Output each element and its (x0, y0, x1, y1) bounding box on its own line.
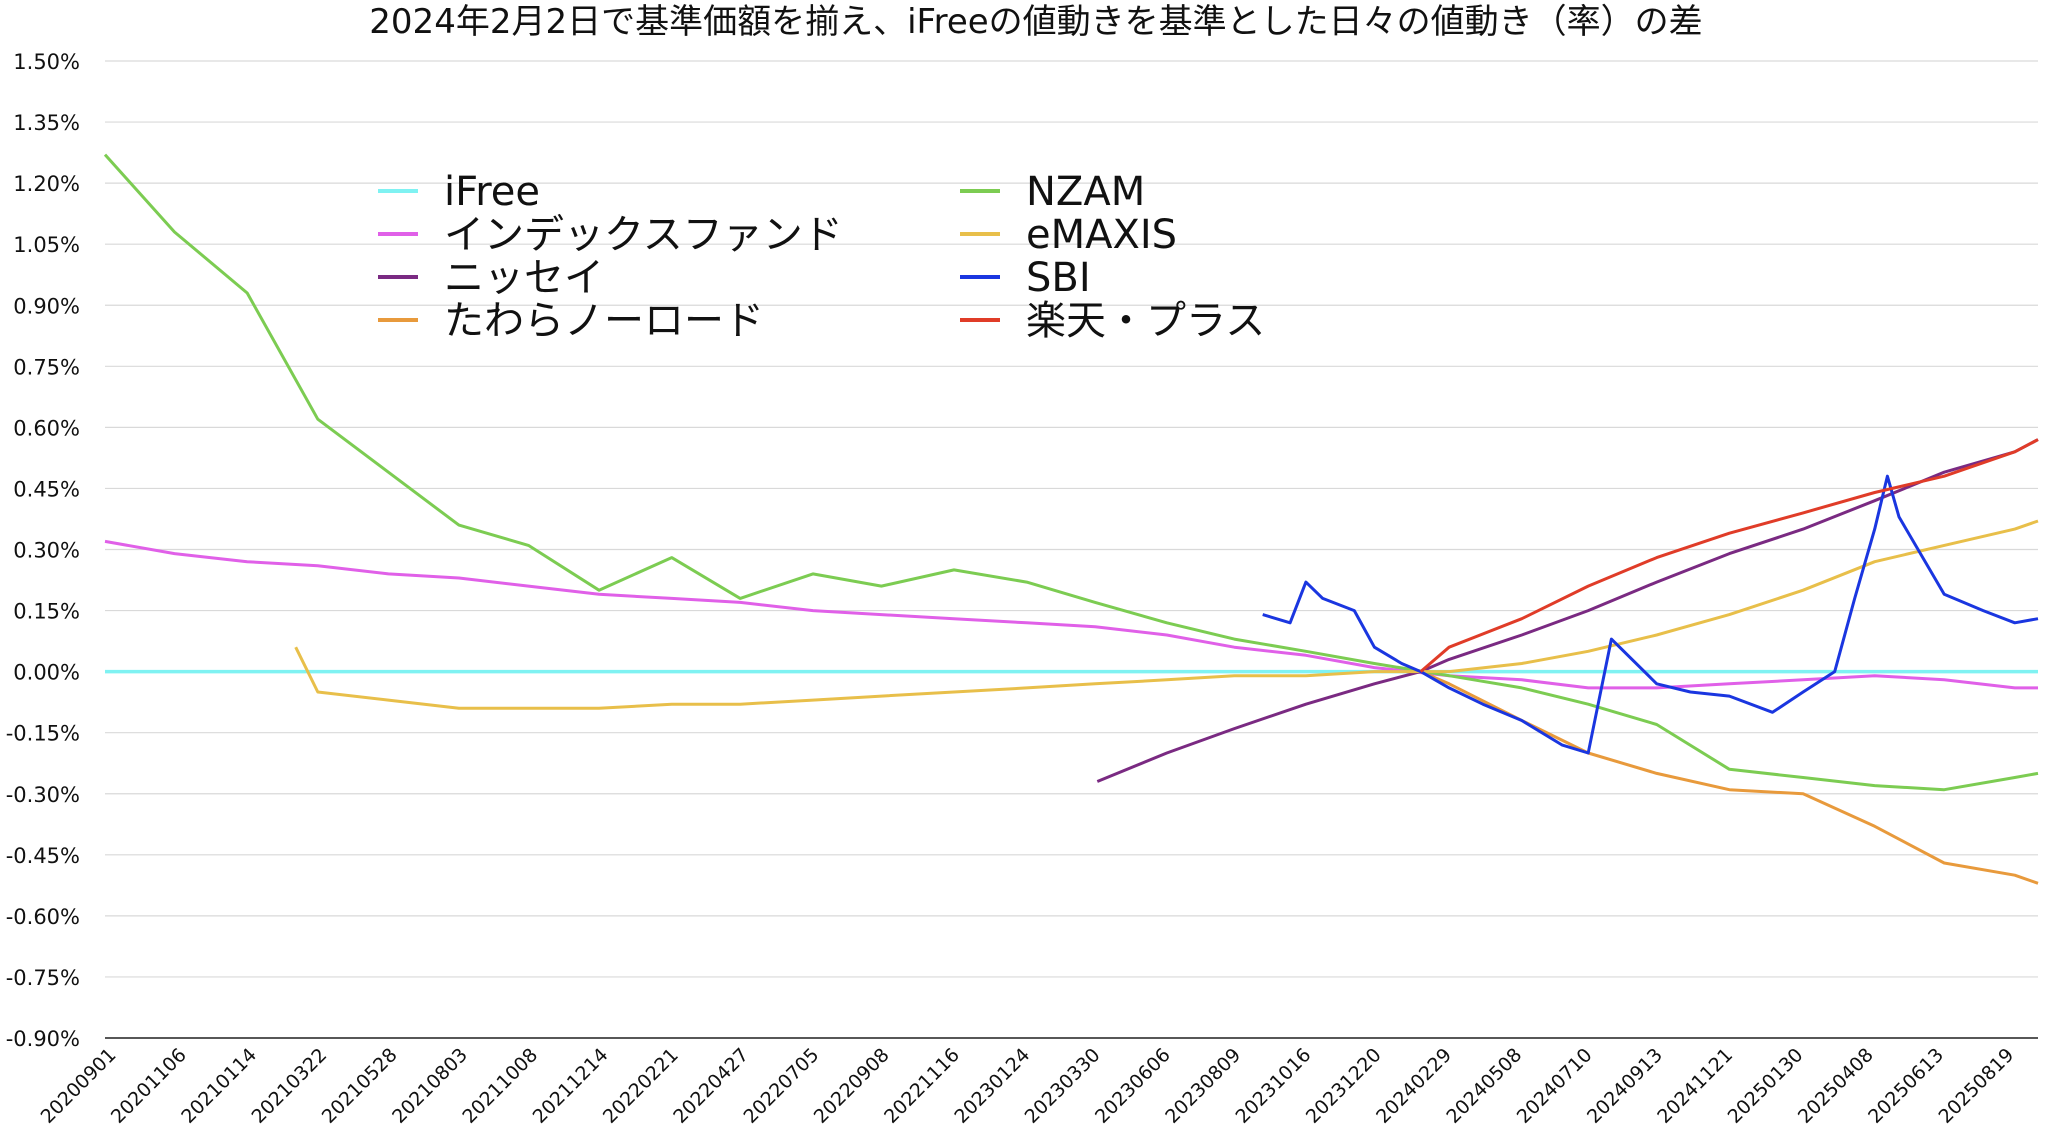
y-tick-label: 1.20% (13, 172, 80, 196)
x-tick-label: 20241121 (1653, 1044, 1737, 1128)
y-tick-label: 0.90% (13, 294, 80, 318)
x-tick-label: 20240508 (1442, 1044, 1526, 1128)
series-line (104, 539, 2038, 690)
series-line (294, 519, 2039, 710)
x-tick-label: 20231016 (1232, 1044, 1316, 1128)
x-tick-label: 20240913 (1583, 1044, 1667, 1128)
x-tick-label: 20250408 (1794, 1044, 1878, 1128)
y-tick-label: -0.15% (6, 722, 80, 746)
x-tick-label: 20220221 (599, 1044, 683, 1128)
x-tick-label: 20231220 (1302, 1044, 1386, 1128)
series-line (1420, 670, 2039, 885)
x-tick-label: 20211214 (529, 1044, 613, 1128)
y-tick-label: 0.60% (13, 416, 80, 440)
legend-label: iFree (444, 169, 540, 215)
x-tick-label: 20211008 (458, 1044, 542, 1128)
series-line (103, 153, 2039, 792)
x-tick-label: 20220908 (810, 1044, 894, 1128)
x-tick-label: 20230606 (1091, 1044, 1175, 1128)
x-tick-label: 20230124 (950, 1044, 1034, 1128)
x-tick-label: 20220705 (739, 1044, 823, 1128)
legend-label: ニッセイ (444, 255, 604, 301)
series-line (1262, 474, 2039, 755)
x-tick-label: 20210528 (318, 1044, 402, 1128)
series-line (1419, 438, 2039, 673)
x-tick-label: 20250819 (1934, 1044, 2018, 1128)
x-tick-label: 20230330 (1021, 1044, 1105, 1128)
y-tick-label: 0.15% (13, 600, 80, 624)
x-tick-label: 20250613 (1864, 1044, 1948, 1128)
series-line (1096, 438, 2039, 783)
plot-area (103, 153, 2039, 885)
x-tick-label: 20200901 (37, 1044, 121, 1128)
x-tick-label: 20210322 (247, 1044, 331, 1128)
x-tick-label: 20210114 (177, 1044, 261, 1128)
x-tick-label: 20240710 (1513, 1044, 1597, 1128)
legend-label: たわらノーロード (444, 298, 764, 344)
y-tick-label: -0.30% (6, 783, 80, 807)
y-axis: 1.50% 1.35% 1.20% 1.05% 0.90% 0.75% 0.60% 0.45%… (6, 50, 80, 1051)
legend-label: インデックスファンド (444, 212, 843, 258)
y-tick-label: 0.00% (13, 661, 80, 685)
x-axis: 2020090120201106202101142021032220210528… (37, 1037, 2038, 1128)
y-tick-label: -0.60% (6, 905, 80, 929)
y-tick-label: 0.75% (13, 355, 80, 379)
chart-title: 2024年2月2日で基準価額を揃え、iFreeの値動きを基準とした日々の値動き（… (369, 2, 1702, 42)
x-tick-label: 20221116 (880, 1044, 964, 1128)
legend-label: SBI (1026, 255, 1091, 301)
legend-label: 楽天・プラス (1026, 298, 1265, 344)
y-tick-label: 1.35% (13, 111, 80, 135)
legend-label: eMAXIS (1026, 212, 1177, 258)
x-tick-label: 20240229 (1372, 1044, 1456, 1128)
legend-label: NZAM (1026, 169, 1145, 215)
x-tick-label: 20250130 (1724, 1044, 1808, 1128)
y-tick-label: -0.90% (6, 1027, 80, 1051)
y-tick-label: 1.05% (13, 233, 80, 257)
y-tick-label: 0.30% (13, 539, 80, 563)
x-tick-label: 20220427 (669, 1044, 753, 1128)
y-tick-label: -0.75% (6, 966, 80, 990)
y-tick-label: 0.45% (13, 477, 80, 501)
x-tick-label: 20230809 (1161, 1044, 1245, 1128)
y-tick-label: -0.45% (6, 844, 80, 868)
y-tick-label: 1.50% (13, 50, 80, 74)
x-tick-label: 20201106 (107, 1044, 191, 1128)
x-tick-label: 20210803 (388, 1044, 472, 1128)
